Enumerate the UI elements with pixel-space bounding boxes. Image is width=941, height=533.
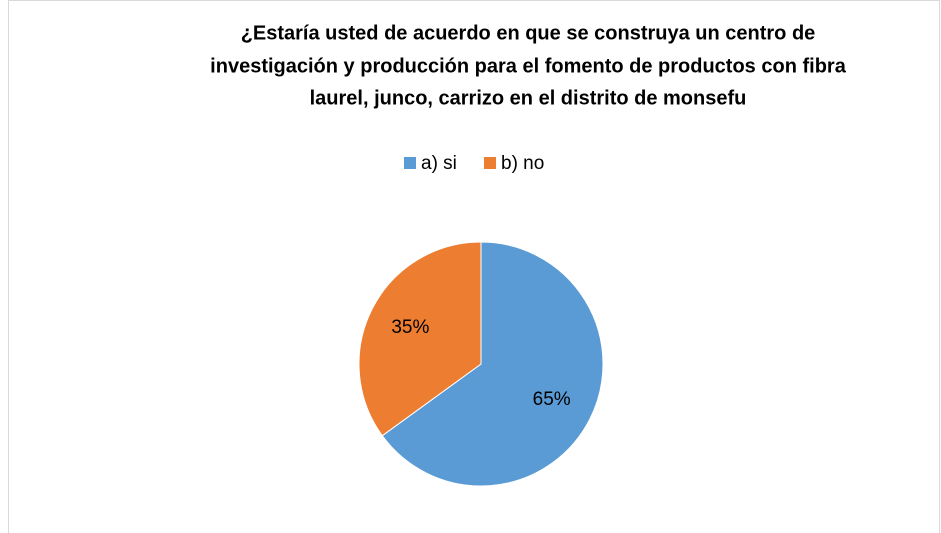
legend-swatch [404, 157, 416, 169]
chart-title: laurel, junco, carrizo en el distrito de… [310, 87, 747, 109]
pie-slice [381, 241, 604, 487]
legend-label: b) no [501, 153, 544, 174]
chart-title: ¿Estaría usted de acuerdo en que se cons… [241, 22, 816, 44]
data-label: 65% [533, 389, 571, 410]
chart-title: investigación y producción para el fomen… [210, 55, 847, 77]
legend-swatch [484, 157, 496, 169]
pie-slice [358, 241, 482, 437]
data-label: 35% [391, 317, 429, 338]
legend-label: a) si [421, 153, 457, 174]
